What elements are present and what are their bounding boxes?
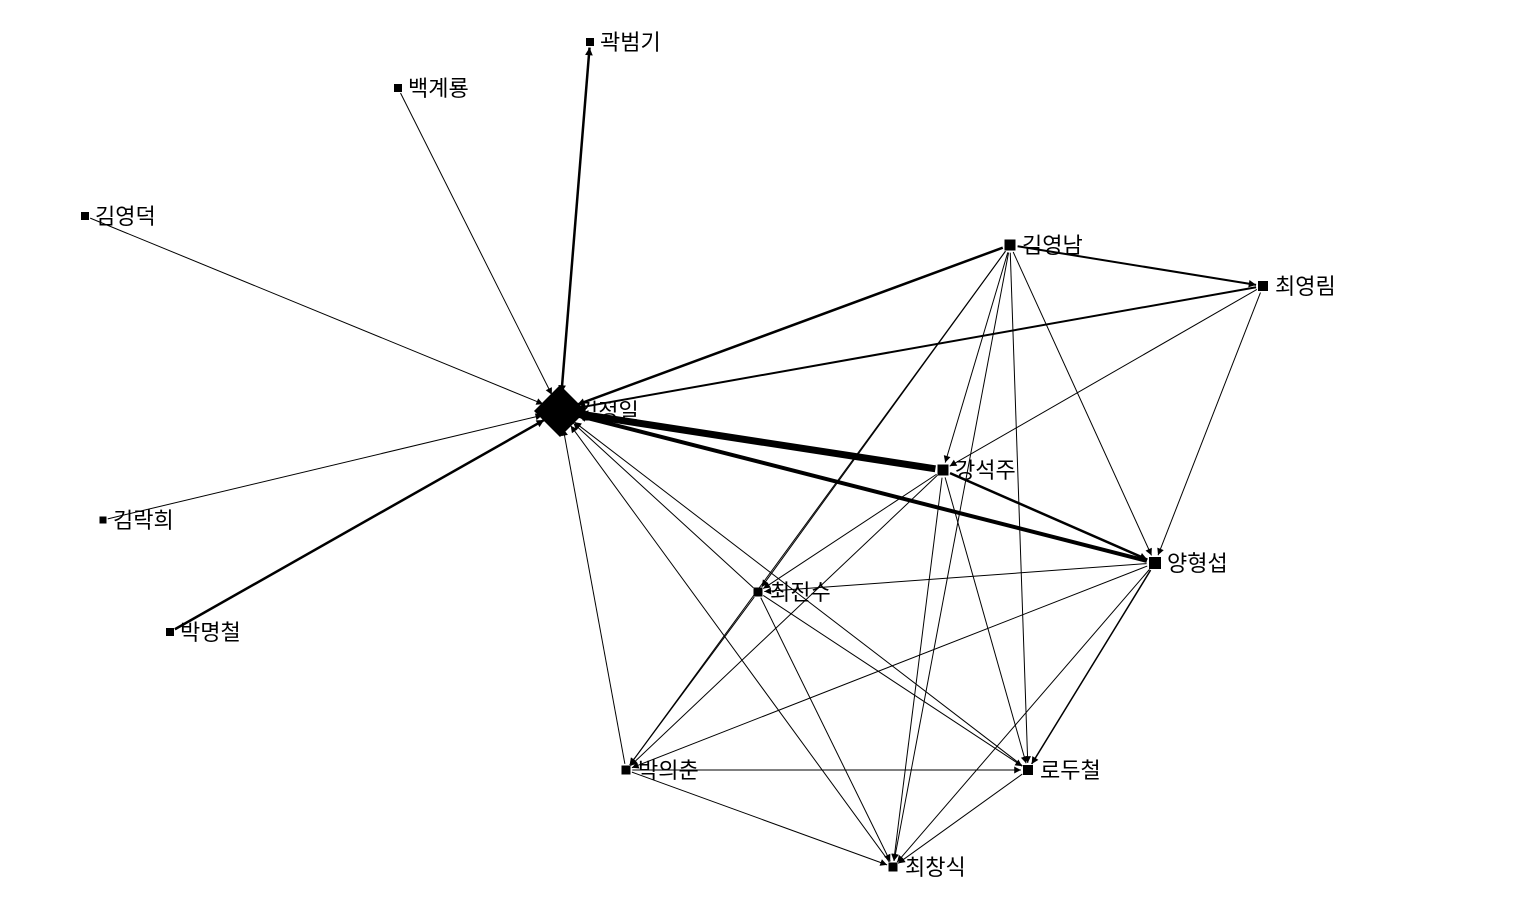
node-baekgyeryong	[394, 84, 402, 92]
node-parkmyungchul	[166, 628, 174, 636]
edge-yanghyungseop-roducheol	[1032, 570, 1151, 764]
edge-choiyounglim-kimjongil	[578, 287, 1256, 408]
node-label-roducheol: 로두철	[1040, 758, 1101, 783]
node-label-parkuichun: 박의춘	[638, 758, 699, 783]
edge-yanghyungseop-kimjongil	[578, 416, 1147, 561]
node-kimyoungdeok	[81, 212, 89, 220]
edge-kimyoungdeok-kimjongil	[90, 218, 543, 404]
node-parkuichun	[622, 766, 631, 775]
edge-gwakbomgi-kimjongil	[561, 48, 589, 393]
node-choichangsik	[889, 863, 898, 872]
node-yanghyungseop	[1149, 557, 1161, 569]
node-gwakbomgi	[586, 38, 594, 46]
edge-roducheol-choichangsik	[898, 774, 1022, 863]
node-choiyounglim	[1258, 281, 1268, 291]
edge-yanghyungseop-choichangsik	[897, 569, 1149, 862]
edge-kimrakhee-kimjongil	[108, 415, 543, 519]
edge-choijinsu-kimjongil	[573, 423, 753, 587]
nodes-layer	[81, 38, 1268, 872]
node-label-kimyoungnam: 김영남	[1022, 233, 1083, 258]
edge-parkuichun-choichangsik	[632, 772, 887, 865]
node-label-choijinsu: 최진수	[770, 580, 831, 605]
edge-yanghyungseop-parkuichun	[632, 566, 1147, 768]
node-label-kimrakhee: 김락희	[113, 508, 174, 533]
edge-kangseokju-parkuichun	[631, 475, 938, 765]
labels-layer: 김정일 곽범기백계룡김영덕김락희박명철 김영남최영림강석주양형섭최진수박의춘 로두철최…	[95, 30, 1336, 880]
node-label-kimyoungdeok: 김영덕	[95, 204, 156, 229]
node-kimrakhee	[100, 517, 107, 524]
node-kangseokju	[938, 465, 949, 476]
node-roducheol	[1023, 765, 1033, 775]
edge-kangseokju-choijinsu	[763, 474, 936, 588]
edge-kangseokju-choichangsik	[894, 478, 942, 861]
edge-kimyoungnam-kangseokju	[945, 252, 1008, 462]
node-label-gwakbomgi: 곽범기	[600, 30, 661, 55]
node-label-baekgyeryong: 백계룡	[408, 76, 469, 101]
edge-choiyounglim-yanghyungseop	[1158, 293, 1260, 556]
node-choijinsu	[754, 588, 763, 597]
edge-kimyoungnam-kimjongil	[577, 248, 1003, 405]
node-label-yanghyungseop: 양형섭	[1167, 551, 1228, 576]
node-kimyoungnam	[1005, 240, 1016, 251]
edge-baekgyeryong-kimjongil	[401, 93, 552, 395]
node-label-choiyounglim: 최영림	[1275, 274, 1336, 299]
node-label-kimjongil: 김정일	[578, 399, 639, 424]
node-label-choichangsik: 최창식	[905, 855, 966, 880]
network-diagram: 김정일 곽범기백계룡김영덕김락희박명철 김영남최영림강석주양형섭최진수박의춘 로두철최…	[0, 0, 1520, 919]
edge-choiyounglim-kangseokju	[950, 289, 1257, 466]
edge-parkmyungchul-kimjongil	[175, 420, 544, 629]
node-label-parkmyungchul: 박명철	[180, 620, 241, 645]
edges-layer	[90, 48, 1260, 866]
edge-choijinsu-choichangsik	[761, 598, 890, 862]
edge-choichangsik-kimjongil	[571, 426, 890, 862]
edge-parkuichun-kimjongil	[563, 429, 625, 764]
edge-choijinsu-parkuichun	[630, 597, 754, 765]
node-label-kangseokju: 강석주	[955, 458, 1016, 483]
